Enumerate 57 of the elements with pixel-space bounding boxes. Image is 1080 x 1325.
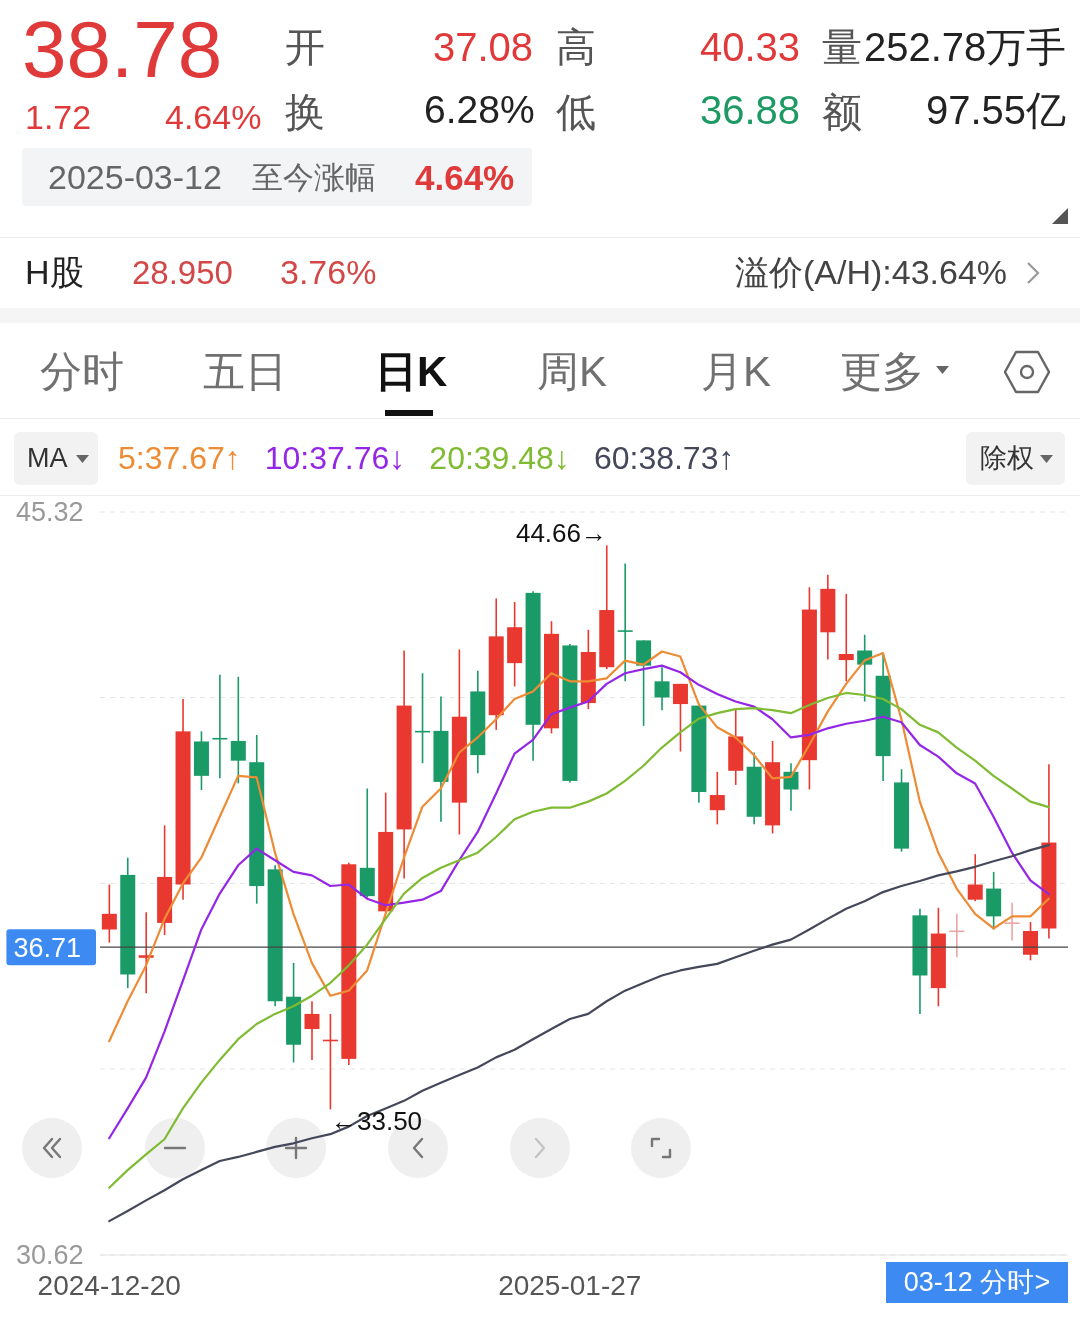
text: 10:37.76↓	[264, 440, 406, 476]
text: 2025-03-12	[48, 158, 222, 197]
candlestick	[672, 683, 688, 753]
candlestick	[1023, 921, 1038, 962]
text: H股	[25, 253, 84, 292]
candlestick	[967, 853, 983, 902]
text: 20:39.48↓	[429, 440, 570, 476]
text: 更多	[840, 347, 924, 396]
line-series	[108, 843, 1050, 1223]
text: 03-12 分时>	[886, 1262, 1068, 1303]
x-tick-label: 2025-01-27	[498, 1269, 642, 1301]
candlestick	[230, 675, 246, 785]
candlestick	[212, 673, 228, 780]
text: 5:37.67↑	[118, 440, 241, 476]
candlestick	[857, 634, 873, 703]
text: 60:38.73↑	[593, 440, 735, 476]
text: 4.64%	[415, 157, 515, 198]
text: 6.28%	[424, 87, 535, 132]
text: 28.950	[132, 253, 233, 292]
text: 周K	[537, 347, 608, 396]
text: 高	[556, 25, 596, 69]
text: 五日	[203, 347, 287, 396]
candlestick	[304, 1000, 320, 1061]
ref-line-label: 36.71	[13, 933, 81, 964]
text: 月K	[701, 347, 772, 396]
text: 40.33	[700, 25, 801, 69]
text: 除权	[980, 443, 1034, 474]
text: 额	[822, 90, 862, 134]
text: 溢价(A/H):43.64%	[735, 253, 1008, 292]
candlestick	[838, 593, 854, 683]
candlestick	[1004, 901, 1020, 942]
line-series	[108, 650, 1050, 1043]
annotation: 44.66→	[515, 517, 607, 548]
text: 分时	[40, 347, 124, 396]
text: 量	[822, 25, 862, 69]
text: 日K	[375, 347, 448, 396]
x-tick-label: 2024-12-20	[37, 1269, 181, 1301]
text: MA	[27, 443, 68, 474]
text: 4.64%	[165, 98, 262, 137]
candlestick	[709, 771, 725, 826]
text: 36.88	[700, 88, 801, 132]
text: 1.72	[25, 98, 92, 137]
text: 低	[556, 90, 596, 134]
y-tick-label: 30.62	[16, 1240, 84, 1270]
text: 至今涨幅	[252, 159, 376, 196]
y-tick-label: 45.32	[16, 497, 84, 527]
text: 3.76%	[280, 253, 377, 292]
text: 38.78	[22, 5, 223, 94]
candlestick	[617, 562, 633, 683]
candlestick	[654, 666, 670, 711]
text: 开	[285, 25, 325, 69]
text: 换	[285, 90, 325, 134]
candlestick	[138, 911, 154, 994]
text: 37.08	[433, 25, 534, 69]
text: 252.78万手	[864, 25, 1067, 69]
candlestick	[101, 883, 117, 944]
text: 97.55亿	[926, 88, 1067, 132]
